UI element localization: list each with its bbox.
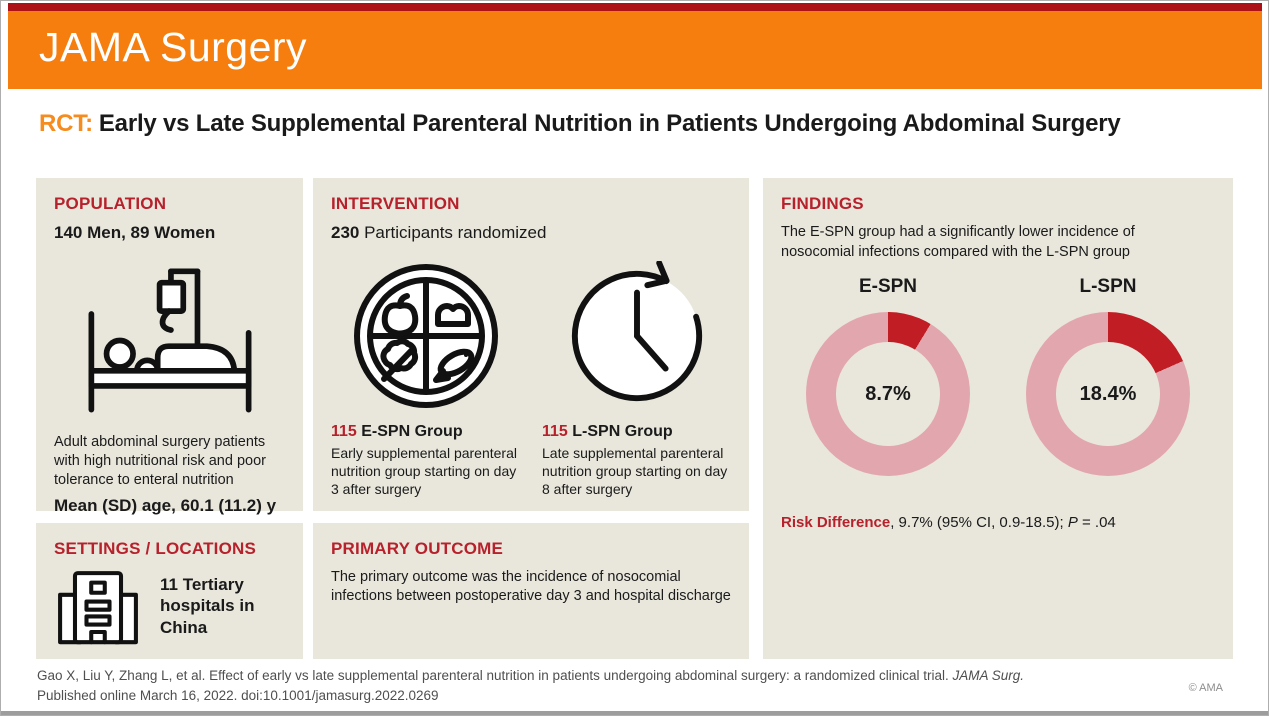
primary-outcome-panel: PRIMARY OUTCOME The primary outcome was … — [313, 523, 749, 659]
population-heading: POPULATION — [54, 194, 167, 213]
top-red-strip — [8, 3, 1262, 11]
espn-group-column: 115 E-SPN Group Early supplemental paren… — [331, 257, 520, 499]
primary-outcome-heading: PRIMARY OUTCOME — [331, 539, 504, 558]
espn-donut-value: 8.7% — [865, 382, 911, 405]
study-type-tag: RCT: — [39, 110, 93, 137]
citation-line2: Published online March 16, 2022. doi:10.… — [37, 688, 439, 704]
risk-difference-label: Risk Difference — [781, 514, 891, 532]
population-count: 140 Men, 89 Women — [54, 223, 216, 242]
settings-text: 11 Tertiary hospitals in China — [160, 575, 255, 637]
lspn-group-n: 115 — [542, 423, 568, 440]
citation-journal: JAMA Surg. — [952, 668, 1025, 683]
lspn-group-column: 115 L-SPN Group Late supplemental parent… — [542, 257, 731, 499]
clock-icon — [542, 257, 731, 415]
article-title: RCT: Early vs Late Supplemental Parentera… — [39, 110, 1239, 138]
population-panel: POPULATION 140 Men, 89 Women Adult abdom… — [36, 178, 303, 515]
lspn-group-description: Late supplemental parenteral nutrition g… — [542, 445, 728, 498]
espn-group-label: 115 E-SPN Group — [331, 423, 463, 440]
espn-group-description: Early supplemental parenteral nutrition … — [331, 445, 517, 498]
lspn-donut-value: 18.4% — [1079, 382, 1137, 405]
findings-panel: FINDINGS The E-SPN group had a significa… — [763, 178, 1233, 659]
intervention-count: 230 — [331, 223, 360, 242]
intervention-panel: INTERVENTION 230 Participants randomized — [313, 178, 749, 511]
settings-panel: SETTINGS / LOCATIONS 11 Tertiary hospita… — [36, 523, 303, 659]
findings-heading: FINDINGS — [781, 194, 864, 213]
settings-heading: SETTINGS / LOCATIONS — [54, 539, 257, 558]
hospital-building-icon — [54, 568, 142, 648]
patient-in-hospital-bed-icon — [54, 259, 285, 421]
intervention-count-line: 230 Participants randomized — [331, 223, 731, 243]
risk-difference-line: Risk Difference, 9.7% (95% CI, 0.9-18.5)… — [781, 514, 1116, 532]
lspn-group-label: 115 L-SPN Group — [542, 423, 673, 440]
intervention-count-rest: Participants randomized — [359, 223, 547, 242]
citation: Gao X, Liu Y, Zhang L, et al. Effect of … — [37, 666, 1024, 707]
nutrition-plate-icon — [331, 257, 520, 415]
findings-summary: The E-SPN group had a significantly lowe… — [781, 224, 1135, 260]
espn-group-n: 115 — [331, 423, 357, 440]
article-title-text: Early vs Late Supplemental Parenteral Nu… — [98, 110, 1121, 137]
espn-donut-chart: 8.7% — [806, 312, 970, 477]
journal-masthead: JAMA Surgery — [8, 11, 1262, 89]
lspn-donut-chart: 18.4% — [1026, 312, 1190, 477]
espn-donut-title: E-SPN — [858, 276, 918, 298]
journal-title: JAMA Surgery — [39, 24, 308, 70]
espn-donut-column: E-SPN 8.7% — [793, 276, 983, 477]
primary-outcome-text: The primary outcome was the incidence of… — [331, 569, 731, 605]
population-age: Mean (SD) age, 60.1 (11.2) y — [54, 496, 277, 516]
donut-charts-row: E-SPN 8.7% L-SPN 18.4% — [781, 276, 1215, 477]
bottom-gray-strip — [1, 711, 1268, 715]
intervention-heading: INTERVENTION — [331, 194, 460, 213]
citation-line1: Gao X, Liu Y, Zhang L, et al. Effect of … — [37, 668, 1025, 683]
lspn-donut-column: L-SPN 18.4% — [1013, 276, 1203, 477]
p-symbol: P — [1067, 514, 1078, 532]
ama-copyright: © AMA — [1188, 682, 1223, 694]
lspn-donut-title: L-SPN — [1079, 276, 1137, 298]
population-description: Adult abdominal surgery patients with hi… — [54, 434, 266, 489]
